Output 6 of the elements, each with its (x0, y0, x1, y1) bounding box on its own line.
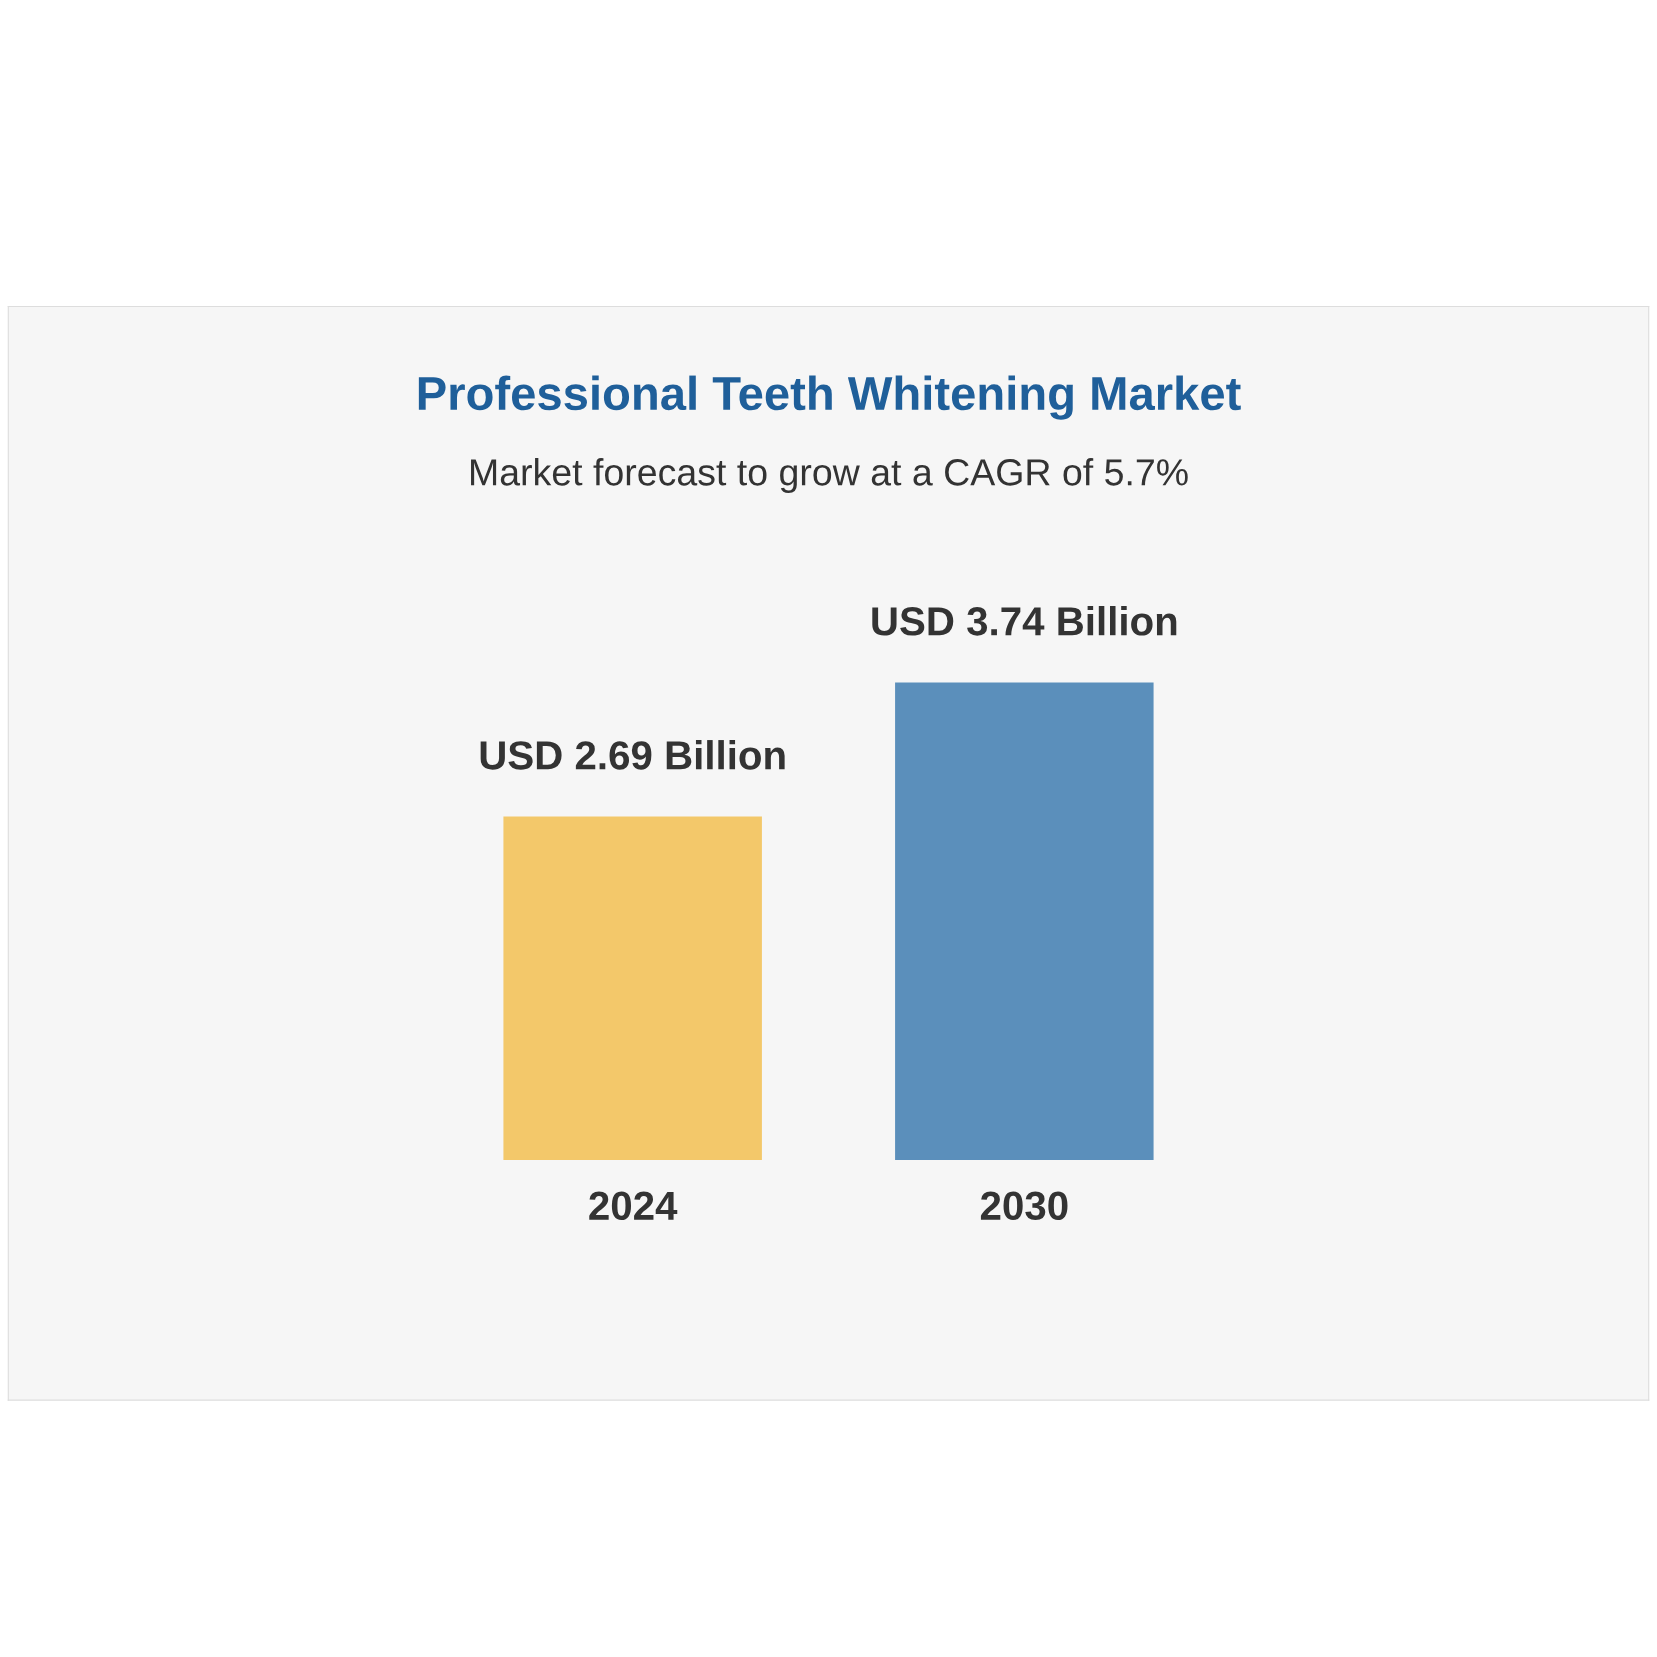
x-tick-label: 2024 (589, 1191, 678, 1221)
data-label: USD 3.74 Billion (872, 606, 1177, 636)
chart-subtitle: Market forecast to grow at a CAGR of 5.7% (471, 458, 1188, 494)
chart-title: Professional Teeth Whitening Market (418, 375, 1241, 420)
x-tick-label: 2030 (980, 1191, 1068, 1221)
data-label: USD 2.69 Billion (480, 740, 785, 770)
